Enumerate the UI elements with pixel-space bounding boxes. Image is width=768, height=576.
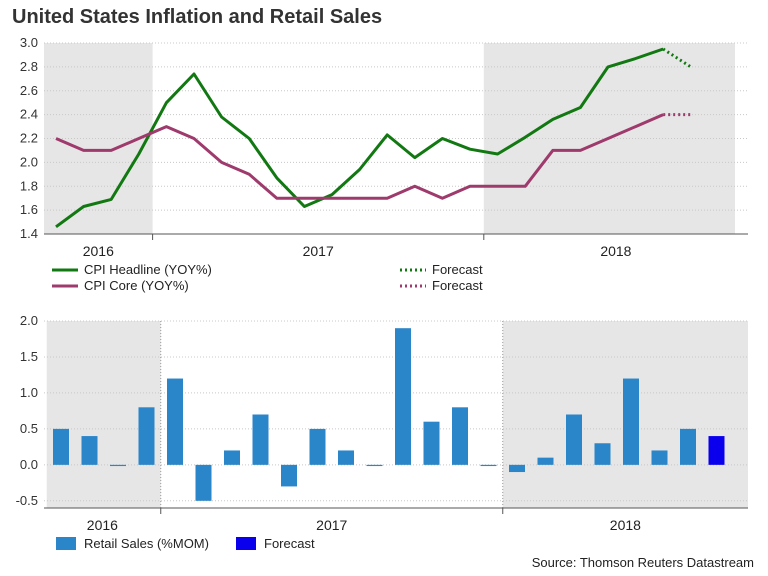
retail-sales-bar [224,450,240,465]
cpi-headline-forecast-line [662,47,692,69]
y-tick-label: 1.8 [20,178,38,193]
legend-label: Forecast [264,536,315,551]
retail-sales-bar [423,421,440,465]
retail-sales-bar [338,450,354,465]
retail-sales-bar [138,407,155,465]
cpi-core-line [55,113,664,200]
source-note: Source: Thomson Reuters Datastream [531,555,754,570]
retail-sales-bar [81,436,98,465]
retail-sales-bar [309,428,326,465]
retail-sales-bar [252,414,269,465]
x-year-label: 2017 [316,517,347,533]
legend-swatch [236,537,256,550]
legend-swatch [56,537,76,550]
x-year-label: 2018 [610,517,641,533]
y-tick-label: 2.0 [20,154,38,169]
y-tick-label: -0.5 [16,493,38,508]
cpi-line-chart: 3.0 2.8 2.6 2.4 2.2 2.0 1.8 1.6 1.4 2016 2017 2018 C… [20,35,748,293]
retail-sales-bar [509,464,525,473]
retail-sales-bar-chart: 2.0 1.5 1.0 0.5 0.0 -0.5 2016 2017 2018 Retail Sa… [16,313,748,551]
legend-label: CPI Headline (YOY%) [84,262,212,277]
x-year-label: 2016 [83,243,114,259]
legend-label: Retail Sales (%MOM) [84,536,209,551]
retail-sales-bar [623,378,639,465]
retail-sales-bar [566,414,582,465]
y-tick-label: 1.6 [20,202,38,217]
retail-sales-bar [167,378,183,465]
retail-sales-bar [480,464,497,467]
legend-label: Forecast [432,262,483,277]
retail-sales-bar [594,443,611,465]
y-tick-label: 2.0 [20,313,38,328]
x-year-label: 2016 [87,517,118,533]
y-tick-label: 2.4 [20,107,38,122]
y-tick-label: 1.4 [20,226,38,241]
y-tick-label: 3.0 [20,35,38,50]
cpi-headline-line [55,47,664,229]
legend-label: Forecast [432,278,483,293]
chart-title: United States Inflation and Retail Sales [12,6,383,28]
x-year-label: 2017 [303,243,334,259]
retail-sales-bar [53,428,69,465]
retail-sales-bar [281,464,297,487]
retail-sales-bar [395,328,411,465]
retail-sales-bar [110,464,126,467]
retail-sales-bar [452,407,468,465]
y-tick-label: 2.2 [20,131,38,146]
retail-sales-bar [366,464,383,467]
y-tick-label: 0.0 [20,457,38,472]
y-tick-label: 1.0 [20,385,38,400]
y-tick-label: 2.6 [20,83,38,98]
retail-sales-bar [195,464,212,501]
y-tick-label: 2.8 [20,59,38,74]
retail-sales-bar [651,450,668,465]
x-year-label: 2018 [600,243,631,259]
legend-label: CPI Core (YOY%) [84,278,189,293]
retail-sales-bar [680,428,696,465]
y-tick-label: 1.5 [20,349,38,364]
retail-forecast-bar [708,436,725,465]
y-tick-label: 0.5 [20,421,38,436]
retail-sales-bar [537,457,554,465]
